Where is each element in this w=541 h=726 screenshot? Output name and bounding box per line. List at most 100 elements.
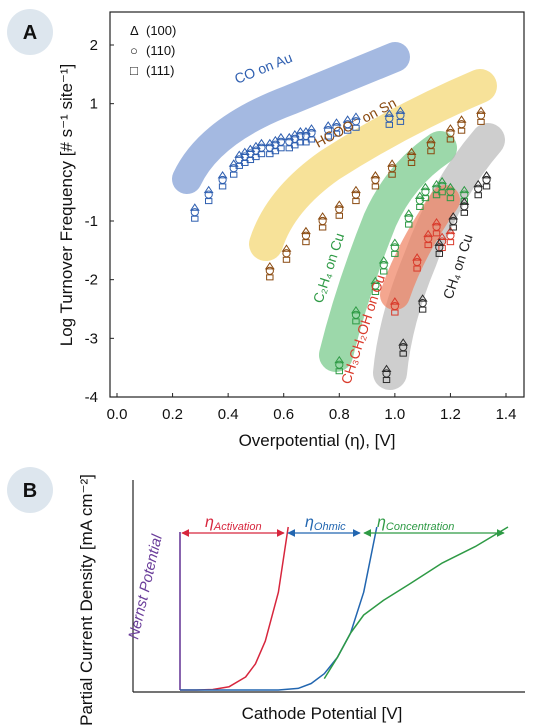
plot-a-frame — [109, 11, 525, 398]
y-tick-label: 2 — [90, 37, 98, 54]
data-point-100 — [217, 171, 228, 179]
data-point-111 — [405, 221, 413, 228]
data-point-100 — [423, 229, 434, 238]
data-point-100 — [281, 244, 292, 252]
eta-concentration-label: ηConcentration — [377, 514, 454, 533]
data-point-100 — [203, 185, 214, 194]
data-point-100 — [403, 209, 414, 217]
data-point-111 — [335, 212, 343, 219]
curve-ohmic — [180, 526, 378, 691]
data-point-100 — [437, 232, 448, 241]
data-point-100 — [476, 106, 486, 114]
data-point-100 — [295, 127, 306, 135]
data-point-100 — [306, 124, 317, 132]
data-point-111 — [432, 230, 441, 237]
data-point-111 — [324, 133, 332, 140]
data-point-111 — [424, 242, 432, 249]
data-point-111 — [277, 145, 285, 152]
data-point-100 — [370, 276, 381, 285]
data-point-110 — [301, 231, 311, 240]
eta-activation-label: ηActivation — [205, 514, 262, 533]
data-point-111 — [413, 265, 421, 272]
data-point-111 — [407, 159, 416, 166]
x-axis-title: Overpotential (η), [V] — [239, 431, 396, 450]
data-point-100 — [334, 355, 345, 364]
x-tick-label: 0.8 — [329, 406, 350, 423]
y-axis-ticks: 2 1 -1 -2 -3 -4 — [85, 37, 114, 406]
data-point-111 — [438, 189, 446, 196]
panel-a: A CO on Au HCOO⁻ on Sn C₂H₄ on Cu CH₃CH₂… — [7, 9, 525, 450]
data-point-100 — [389, 238, 400, 246]
data-point-111 — [371, 183, 380, 190]
data-point-111 — [421, 195, 430, 202]
data-point-111 — [396, 118, 405, 125]
data-point-110 — [335, 205, 344, 214]
data-point-100 — [437, 176, 448, 185]
data-point-100 — [445, 124, 456, 132]
data-point-111 — [352, 318, 360, 325]
eta-ohmic-sub: Ohmic — [314, 521, 346, 533]
band-c2h4-on-cu — [319, 131, 457, 372]
y-tick-label: -3 — [85, 330, 98, 347]
legend-marker-100: Δ — [130, 23, 139, 38]
x-tick-label: 0.2 — [162, 406, 183, 423]
data-point-111 — [449, 224, 457, 231]
data-point-111 — [352, 198, 360, 205]
legend-label-100: (100) — [146, 23, 176, 38]
data-point-100 — [264, 261, 275, 270]
y-tick-label: 1 — [90, 96, 98, 113]
data-point-100 — [459, 197, 470, 205]
data-point-100 — [398, 338, 409, 346]
curve-activation — [180, 526, 289, 691]
y-tick-label: -1 — [85, 213, 98, 230]
data-point-111 — [399, 350, 407, 357]
eta-ohmic-label: ηOhmic — [305, 514, 346, 533]
data-point-110 — [371, 175, 380, 185]
data-point-111 — [446, 195, 455, 202]
data-point-111 — [335, 368, 343, 375]
x-tick-label: 0.0 — [107, 406, 128, 423]
data-points — [189, 106, 492, 384]
data-point-110 — [421, 187, 430, 196]
data-point-100 — [481, 171, 492, 179]
data-point-111 — [266, 274, 274, 281]
highlight-bands — [172, 42, 505, 390]
data-point-111 — [230, 171, 238, 178]
data-point-100 — [406, 147, 417, 155]
data-point-111 — [391, 309, 399, 316]
curves — [180, 526, 509, 691]
data-point-110 — [282, 249, 291, 258]
data-point-100 — [331, 118, 342, 126]
data-point-110 — [379, 260, 388, 270]
data-point-110 — [204, 190, 213, 199]
legend: Δ (100) ○ (110) □ (111) — [130, 23, 176, 78]
data-point-111 — [460, 209, 469, 216]
data-point-111 — [446, 136, 455, 143]
data-point-100 — [387, 159, 398, 167]
data-point-100 — [384, 109, 395, 117]
data-point-111 — [482, 183, 491, 190]
data-point-100 — [301, 226, 311, 235]
data-point-100 — [389, 297, 400, 305]
data-point-100 — [412, 253, 423, 261]
panel-a-badge — [7, 9, 53, 55]
b-y-axis-title: Partial Current Density [mA cm⁻²] — [77, 474, 96, 726]
data-point-110 — [482, 175, 491, 185]
data-point-111 — [416, 203, 424, 210]
x-axis-ticks: 0.0 0.2 0.4 0.6 0.8 1.0 1.2 1.4 — [107, 393, 517, 423]
data-point-111 — [318, 224, 327, 231]
data-point-100 — [317, 212, 328, 220]
x-tick-label: 1.0 — [384, 406, 405, 423]
legend-label-110: (110) — [146, 43, 175, 58]
data-point-100 — [342, 115, 353, 123]
eta-activation-sub: Activation — [213, 521, 262, 533]
x-tick-label: 0.6 — [273, 406, 294, 423]
eta-concentration-sub: Concentration — [386, 521, 455, 533]
x-tick-label: 1.4 — [496, 406, 517, 423]
data-point-100 — [445, 226, 456, 235]
data-point-110 — [476, 111, 486, 120]
nernst-label: Nernst Potential — [125, 532, 166, 640]
data-point-100 — [276, 132, 286, 141]
legend-label-111: (111) — [146, 63, 174, 78]
